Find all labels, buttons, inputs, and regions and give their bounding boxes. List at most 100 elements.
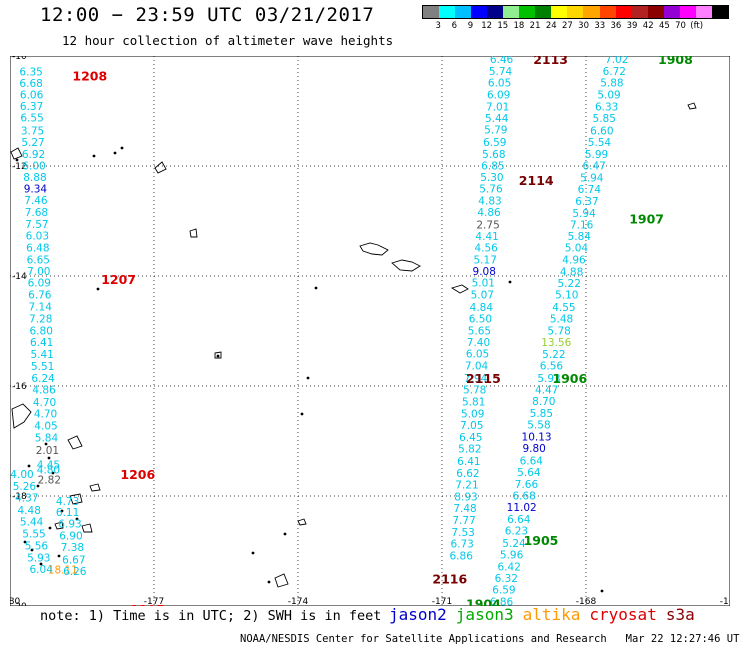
wave-height-value: 7.46 (24, 195, 48, 207)
wave-height-value: 5.79 (484, 125, 507, 137)
legend-cryosat: cryosat (589, 605, 657, 624)
wave-height-value: 5.84 (568, 231, 592, 243)
lat-tick-label: -10 (12, 56, 27, 62)
island-shape (154, 161, 167, 174)
wave-height-value: 8.93 (454, 492, 477, 504)
wave-height-color-scale: 3 6 9 12 15 18 21 24 27 30 33 36 39 42 45 70 (ft) (422, 5, 729, 33)
wave-height-value: 6.33 (595, 102, 618, 114)
islet-dot (51, 471, 55, 475)
wave-height-value: 5.56 (25, 541, 49, 553)
wave-height-value: 7.53 (451, 527, 474, 539)
lat-tick-label: -16 (12, 382, 27, 392)
wave-height-value: 6.72 (603, 66, 626, 78)
scale-label: 21 (529, 21, 541, 31)
wave-height-value: 6.90 (59, 531, 82, 543)
wave-height-value: 5.26 (13, 481, 37, 493)
islet-dot (57, 554, 61, 558)
wave-height-value: 4.45 (37, 460, 60, 472)
pass-id-label: 2114 (519, 173, 554, 188)
wave-height-value: 4.48 (18, 505, 41, 517)
wave-height-value: 4.56 (474, 242, 498, 254)
wave-height-value: 5.96 (500, 549, 524, 561)
wave-height-value: 5.84 (35, 433, 59, 445)
lon-tick-label: -180 (10, 597, 20, 606)
wave-height-value: 6.03 (26, 230, 49, 242)
island-shape (67, 435, 83, 450)
wave-height-value: 5.09 (597, 90, 620, 102)
wave-height-value: 5.85 (530, 408, 553, 420)
island-shape (69, 493, 83, 505)
scale-label: 18 (513, 21, 525, 31)
wave-height-value: 4.70 (33, 397, 56, 409)
wave-height-value: 8.88 (23, 172, 46, 184)
wave-height-value: 5.78 (547, 325, 570, 337)
wave-height-value: 5.54 (588, 137, 612, 149)
map-title: 12:00 − 23:59 UTC 03/21/2017 (40, 4, 375, 26)
wave-height-value: 4.88 (560, 267, 583, 279)
scale-label: 39 (626, 21, 638, 31)
scale-swatch (503, 6, 520, 18)
wave-height-value: 6.62 (456, 468, 479, 480)
wave-height-value: 11.02 (507, 502, 537, 514)
scale-swatch (487, 6, 504, 18)
wave-height-value: 6.48 (26, 242, 49, 254)
islet-dot (23, 540, 27, 544)
lon-tick-label: -177 (144, 597, 164, 606)
wave-height-value: 6.73 (450, 538, 473, 550)
wave-height-value: 6.55 (20, 113, 43, 125)
wave-height-value: 4.55 (552, 302, 575, 314)
lon-tick-label: -171 (432, 597, 452, 606)
wave-height-value: 5.85 (593, 113, 616, 125)
pass-id-label: 1905 (524, 533, 559, 548)
wave-height-value: 5.94 (580, 173, 604, 185)
wave-height-value: 5.01 (472, 278, 495, 290)
islet-dot (216, 354, 220, 358)
wave-height-value: 6.05 (488, 77, 511, 89)
wave-height-value: 6.67 (62, 554, 85, 566)
wave-height-value: 5.10 (555, 290, 578, 302)
wave-height-value: 6.64 (507, 514, 531, 526)
axis-labels: -180 -177 -174 -171 -168 -165 -10 -12 -14 -16 -18 -… (10, 56, 730, 606)
wave-height-value: 5.04 (565, 242, 589, 254)
islet-dot (48, 526, 52, 530)
wave-height-value: 5.30 (480, 172, 503, 184)
wave-height-value: 6.37 (575, 196, 598, 208)
scale-label: 70 (675, 21, 686, 31)
legend-s3a: s3a (665, 605, 695, 624)
wave-height-value: 6.32 (495, 573, 518, 585)
wave-height-value: 7.04 (465, 361, 489, 373)
satellite-pass-labels: 1208 1207 1206 1205 2113 2114 2115 2116 1908 1907… (72, 56, 692, 606)
wave-height-value: 7.28 (29, 313, 52, 325)
wave-height-value: 6.76 (28, 290, 52, 302)
pass-id-label: 1208 (72, 68, 107, 83)
wave-height-value: 5.44 (20, 516, 44, 528)
wave-height-value: 6.23 (505, 526, 528, 538)
wave-height-value: 6.80 (30, 325, 53, 337)
footnote: note: 1) Time is in UTC; 2) SWH is in fe… (40, 608, 382, 624)
scale-label: 30 (578, 21, 589, 31)
island-shape (687, 102, 697, 110)
scale-swatch (519, 6, 536, 18)
wave-height-value: 5.88 (600, 77, 623, 89)
wave-height-value: 4.05 (34, 421, 57, 433)
scale-swatch (679, 6, 696, 18)
pass-id-label: 2116 (432, 572, 467, 587)
islet-dot (92, 154, 96, 158)
wave-height-value: 6.64 (520, 455, 544, 467)
pass-id-label: 1906 (552, 371, 587, 386)
wave-height-value: 4.96 (562, 255, 586, 267)
wave-height-value: 6.86 (450, 550, 474, 562)
wave-height-value: 6.86 (490, 597, 514, 606)
wave-height-value: 3.75 (21, 125, 44, 137)
scale-label: 36 (610, 21, 622, 31)
wave-height-value: 6.46 (490, 56, 514, 66)
satellite-legend: jason2 jason3 altika cryosat s3a (389, 605, 704, 624)
lat-tick-label: -18 (12, 492, 27, 502)
wave-height-value: 7.48 (453, 503, 476, 515)
scale-swatch (695, 6, 712, 18)
wave-height-value: 7.21 (455, 479, 478, 491)
wave-height-value: 9.34 (24, 184, 48, 196)
wave-height-value: 5.81 (462, 396, 485, 408)
wave-height-value: 6.50 (469, 313, 492, 325)
wave-height-value: 5.17 (474, 255, 497, 267)
